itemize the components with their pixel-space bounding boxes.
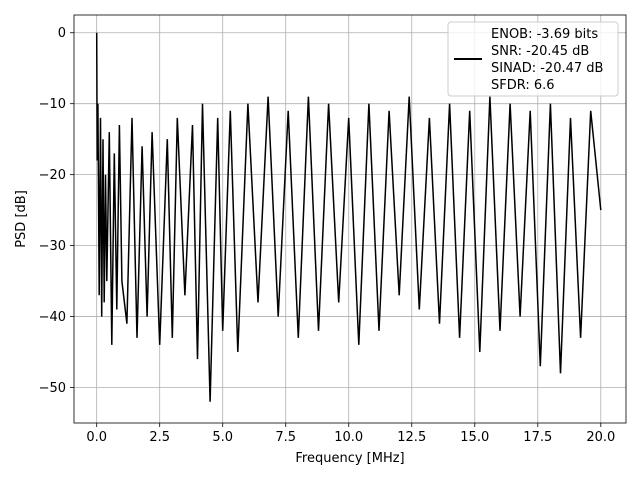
legend-sinad: SINAD: -20.47 dB [491, 61, 603, 76]
y-tick-label: −40 [39, 310, 66, 325]
y-tick-label: −30 [39, 239, 66, 254]
x-tick-label: 10.0 [334, 430, 363, 445]
y-axis-ticks: 0 −10 −20 −30 −40 −50 [39, 26, 74, 396]
y-tick-label: −50 [39, 381, 66, 396]
x-tick-label: 15.0 [460, 430, 489, 445]
x-tick-label: 20.0 [586, 430, 615, 445]
legend: ENOB: -3.69 bits SNR: -20.45 dB SINAD: -… [447, 21, 619, 97]
plot-frame [73, 14, 627, 424]
series-layer [95, 32, 602, 402]
x-tick-label: 5.0 [212, 430, 233, 445]
legend-sfdr: SFDR: 6.6 [491, 78, 555, 93]
x-axis-ticks: 0.0 2.5 5.0 7.5 10.0 12.5 15.0 17.5 20.0 [86, 423, 615, 445]
x-tick-label: 17.5 [523, 430, 552, 445]
y-tick-label: 0 [58, 26, 66, 41]
legend-box [447, 21, 619, 97]
y-tick-label: −20 [39, 168, 66, 183]
psd-series-line [95, 32, 602, 402]
x-tick-label: 2.5 [149, 430, 170, 445]
x-axis-label: Frequency [MHz] [295, 451, 404, 466]
legend-snr: SNR: -20.45 dB [491, 44, 589, 59]
x-tick-label: 0.0 [86, 430, 107, 445]
x-tick-label: 12.5 [397, 430, 426, 445]
y-tick-label: −10 [39, 97, 66, 112]
y-axis-label: PSD [dB] [14, 190, 29, 248]
x-tick-label: 7.5 [275, 430, 296, 445]
legend-enob: ENOB: -3.69 bits [491, 27, 598, 42]
